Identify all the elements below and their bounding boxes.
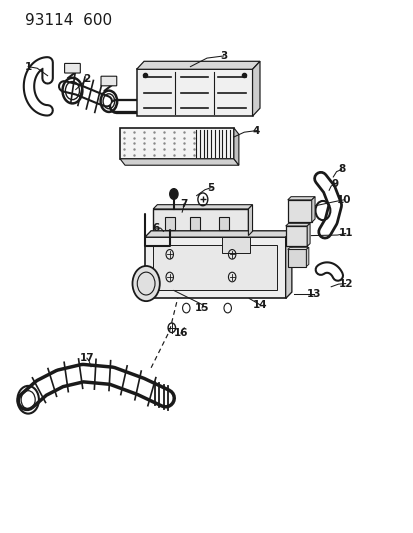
FancyBboxPatch shape [285,226,306,246]
FancyBboxPatch shape [218,217,228,230]
Circle shape [169,189,178,199]
Text: 12: 12 [337,279,352,288]
Text: 16: 16 [173,328,188,338]
Text: 10: 10 [335,195,350,205]
FancyBboxPatch shape [164,217,174,230]
Circle shape [132,266,159,301]
FancyBboxPatch shape [101,76,116,86]
Text: 1: 1 [24,62,32,71]
FancyBboxPatch shape [145,237,285,298]
Polygon shape [145,231,291,237]
Polygon shape [285,223,309,226]
Text: 11: 11 [337,229,352,238]
FancyBboxPatch shape [287,249,306,266]
Text: 4: 4 [252,126,260,135]
Text: 2: 2 [83,74,90,84]
Text: 6: 6 [152,223,160,233]
FancyBboxPatch shape [64,63,80,73]
Polygon shape [287,197,314,200]
Polygon shape [311,197,314,222]
Text: 15: 15 [194,303,209,313]
Polygon shape [306,247,308,266]
FancyBboxPatch shape [136,69,252,116]
Text: 93114  600: 93114 600 [25,13,112,28]
FancyBboxPatch shape [153,245,277,290]
Polygon shape [287,247,308,249]
Polygon shape [136,61,259,69]
FancyBboxPatch shape [153,209,248,236]
Polygon shape [306,223,309,246]
Text: 9: 9 [331,179,338,189]
Text: 3: 3 [219,51,227,61]
FancyBboxPatch shape [287,200,311,222]
FancyBboxPatch shape [189,217,199,230]
Polygon shape [233,128,238,165]
FancyBboxPatch shape [222,237,250,253]
Text: 14: 14 [252,300,267,310]
Text: 5: 5 [207,183,214,192]
Text: 13: 13 [306,289,320,299]
Text: 17: 17 [79,353,94,363]
Polygon shape [252,61,259,116]
Polygon shape [285,231,291,298]
Text: 7: 7 [180,199,187,209]
FancyBboxPatch shape [120,128,233,159]
Text: 8: 8 [337,165,344,174]
Polygon shape [153,205,252,209]
Polygon shape [120,159,238,165]
Polygon shape [248,205,252,236]
